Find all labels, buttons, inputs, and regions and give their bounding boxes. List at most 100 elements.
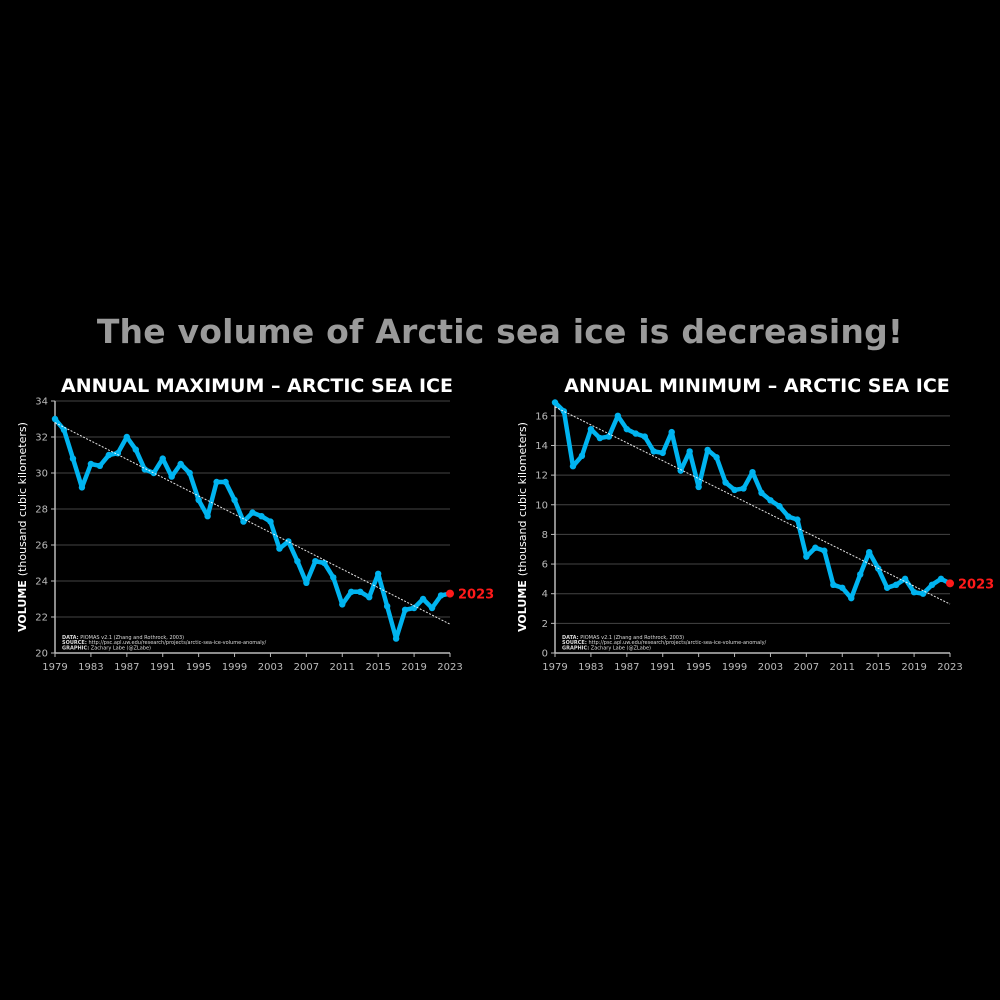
data-point <box>722 479 729 486</box>
x-tick-label: 2011 <box>330 662 355 673</box>
data-point <box>114 450 122 457</box>
y-axis-label-rest: (thousand cubic kilometers) <box>516 422 529 576</box>
credit-line: DATA: PIOMAS v2.1 (Zhang and Rothrock, 2… <box>562 635 684 641</box>
data-point <box>204 513 211 520</box>
data-point <box>177 460 184 468</box>
y-tick-label: 14 <box>535 441 548 452</box>
data-point <box>276 545 283 552</box>
data-point <box>150 469 157 477</box>
credit-label: DATA: <box>562 635 579 641</box>
x-tick-label: 2023 <box>437 662 462 673</box>
data-point <box>348 588 355 595</box>
x-tick-label: 2023 <box>937 662 962 673</box>
y-tick-label: 10 <box>535 500 548 511</box>
data-point <box>677 467 684 474</box>
data-point <box>785 513 792 520</box>
data-point <box>578 452 586 460</box>
credit-line: SOURCE: http://psc.apl.uw.edu/research/p… <box>562 640 767 646</box>
y-tick-label: 12 <box>535 471 548 482</box>
data-point <box>776 503 783 510</box>
data-point <box>794 516 801 523</box>
x-tick-label: 2007 <box>794 662 819 673</box>
credit-line: GRAPHIC: Zachary Labe (@ZLabe) <box>562 645 651 651</box>
y-tick-label: 0 <box>542 649 548 660</box>
data-point <box>87 460 95 468</box>
x-tick-label: 2019 <box>901 662 926 673</box>
data-point <box>392 635 400 642</box>
y-axis-label-rest: (thousand cubic kilometers) <box>16 422 29 576</box>
data-point <box>659 449 666 457</box>
data-point <box>901 575 909 583</box>
data-point <box>928 581 936 589</box>
data-point <box>312 558 319 565</box>
data-point <box>285 538 292 545</box>
y-tick-label: 28 <box>35 505 48 516</box>
data-point <box>78 484 86 491</box>
data-point <box>686 448 693 455</box>
y-tick-label: 4 <box>542 589 548 600</box>
highlight-label: 2023 <box>958 577 994 592</box>
data-point <box>213 478 220 486</box>
credit-label: GRAPHIC: <box>562 645 589 651</box>
credit-text: http://psc.apl.uw.edu/research/projects/… <box>587 640 767 646</box>
data-point <box>749 468 756 476</box>
data-point <box>437 592 445 599</box>
data-point <box>303 579 310 586</box>
data-point <box>294 558 301 565</box>
data-point <box>668 428 675 436</box>
y-tick-label: 6 <box>542 560 548 571</box>
data-point <box>821 547 828 554</box>
highlight-label: 2023 <box>458 588 494 603</box>
chart-annual-minimum: ANNUAL MINIMUM – ARCTIC SEA ICE 0 2 4 6 8 10 12… <box>516 375 994 673</box>
data-point <box>641 433 648 440</box>
x-tick-label: 2003 <box>758 662 783 673</box>
credit-text: PIOMAS v2.1 (Zhang and Rothrock, 2003) <box>79 635 185 641</box>
x-tick-label: 1991 <box>150 662 175 673</box>
data-point <box>123 433 131 441</box>
x-tick-label: 2011 <box>830 662 855 673</box>
credit-line: DATA: PIOMAS v2.1 (Zhang and Rothrock, 2… <box>62 635 184 641</box>
data-point <box>830 581 837 589</box>
credit-text: PIOMAS v2.1 (Zhang and Rothrock, 2003) <box>579 635 685 641</box>
data-point <box>560 408 568 415</box>
y-axis-label-bold: VOLUME <box>516 580 529 632</box>
data-point <box>812 544 819 551</box>
data-point <box>267 518 274 525</box>
credit-label: GRAPHIC: <box>62 645 89 651</box>
credit-label: SOURCE: <box>562 640 587 646</box>
credit-label: DATA: <box>62 635 79 641</box>
series-line <box>552 400 953 601</box>
data-point <box>892 581 900 589</box>
y-axis-label: VOLUME (thousand cubic kilometers) <box>516 422 529 632</box>
data-point <box>186 469 193 477</box>
data-point <box>69 455 77 462</box>
data-point <box>704 446 711 454</box>
data-point <box>596 434 604 442</box>
credit-text: Zachary Labe (@ZLabe) <box>589 645 651 651</box>
data-point <box>258 513 265 520</box>
data-point <box>848 594 855 602</box>
data-point <box>374 570 382 577</box>
chart-title: ANNUAL MINIMUM – ARCTIC SEA ICE <box>564 375 950 397</box>
data-point <box>650 448 657 455</box>
highlight-point <box>946 579 954 588</box>
data-point <box>410 604 418 612</box>
x-tick-label: 1995 <box>186 662 211 673</box>
x-tick-label: 1999 <box>222 662 247 673</box>
data-point <box>919 590 927 597</box>
series-line <box>52 416 453 641</box>
y-tick-label: 26 <box>35 541 48 552</box>
credit-line: SOURCE: http://psc.apl.uw.edu/research/p… <box>62 640 267 646</box>
data-point <box>132 446 139 453</box>
x-tick-label: 2019 <box>401 662 426 673</box>
data-point <box>587 425 595 433</box>
data-point <box>419 595 427 603</box>
highlight-point <box>446 589 454 598</box>
x-tick-label: 1979 <box>542 662 567 673</box>
data-point <box>159 455 166 462</box>
x-tick-label: 1983 <box>578 662 603 673</box>
data-point <box>731 486 738 494</box>
credit-text: Zachary Labe (@ZLabe) <box>89 645 151 651</box>
data-point <box>605 433 613 440</box>
data-point <box>366 594 373 601</box>
